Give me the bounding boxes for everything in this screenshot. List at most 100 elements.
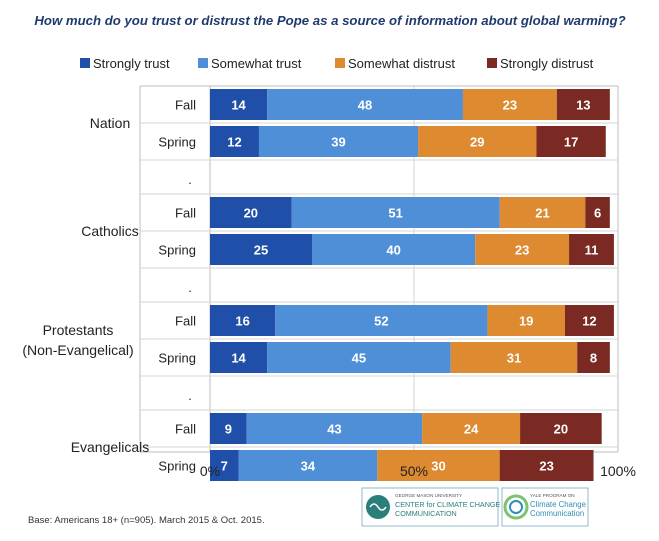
data-label: 12	[227, 135, 241, 150]
data-label: 17	[564, 135, 578, 150]
separator-dot: .	[188, 388, 192, 403]
legend-label: Strongly trust	[93, 56, 170, 71]
data-label: 31	[507, 351, 521, 366]
row-label-spring: Spring	[158, 135, 196, 150]
bar-segment	[564, 305, 614, 336]
data-label: 25	[254, 243, 268, 258]
bar-segment	[275, 305, 488, 336]
data-label: 20	[244, 206, 258, 221]
legend-swatch	[487, 58, 497, 68]
data-label: 23	[515, 243, 529, 258]
x-tick-label: 50%	[400, 463, 428, 479]
bar-segment	[312, 234, 476, 265]
bars: 14 48 23 13 12 39 29 17 20 51 21 6 25 40 23 11 16 52 19 12 1…	[210, 89, 614, 481]
x-axis: 0% 50% 100%	[200, 463, 636, 479]
logo-small-text: YALE PROGRAM ON	[530, 493, 575, 498]
logo-text-line: COMMUNICATION	[395, 509, 457, 518]
bar-segment	[267, 89, 463, 120]
data-label: 7	[221, 459, 228, 474]
data-label: 13	[576, 98, 590, 113]
bar-segment	[487, 305, 565, 336]
bar-segment	[291, 197, 500, 228]
data-label: 9	[225, 422, 232, 437]
data-label: 21	[535, 206, 549, 221]
legend-item-strongly-trust: Strongly trust	[80, 56, 170, 71]
data-label: 52	[374, 314, 388, 329]
data-label: 24	[464, 422, 479, 437]
data-label: 12	[582, 314, 596, 329]
bar-segment	[450, 342, 578, 373]
bar-segment	[238, 450, 378, 481]
row-label-fall: Fall	[175, 422, 196, 437]
bar-segment	[210, 450, 239, 481]
bar-segment	[210, 413, 247, 444]
bar-segment	[210, 342, 268, 373]
legend-swatch	[198, 58, 208, 68]
legend-item-somewhat-trust: Somewhat trust	[198, 56, 302, 71]
legend-label: Somewhat distrust	[348, 56, 455, 71]
legend-item-somewhat-distrust: Somewhat distrust	[335, 56, 455, 71]
bar-segment	[210, 197, 292, 228]
logos: GEORGE MASON UNIVERSITY CENTER for CLIMAT…	[361, 487, 589, 527]
group-label: Catholics	[81, 223, 139, 239]
data-label: 8	[590, 351, 597, 366]
row-label-spring: Spring	[158, 351, 196, 366]
separator-dot: .	[188, 172, 192, 187]
bar-segment	[462, 89, 557, 120]
data-label: 30	[431, 459, 445, 474]
data-label: 16	[235, 314, 249, 329]
x-tick-label: 100%	[600, 463, 636, 479]
data-label: 34	[301, 459, 316, 474]
logo-small-text: GEORGE MASON UNIVERSITY	[395, 493, 462, 498]
bar-segment	[422, 413, 521, 444]
bar-segment	[556, 89, 610, 120]
group-label: Evangelicals	[71, 439, 150, 455]
bar-segment	[475, 234, 570, 265]
bar-segment	[499, 197, 586, 228]
data-label: 6	[594, 206, 601, 221]
logo-text-line: CENTER for CLIMATE CHANGE	[395, 500, 501, 509]
logo-text-line: Climate Change	[530, 500, 586, 509]
bar-segment	[258, 126, 419, 157]
gmu-logo: GEORGE MASON UNIVERSITY CENTER for CLIMAT…	[361, 487, 501, 527]
yale-emblem-icon	[503, 494, 529, 520]
data-label: 29	[470, 135, 484, 150]
yale-logo: YALE PROGRAM ON Climate ChangeCommunicati…	[501, 487, 589, 527]
footnote: Base: Americans 18+ (n=905). March 2015 …	[28, 515, 265, 526]
legend-swatch	[80, 58, 90, 68]
legend-item-strongly-distrust: Strongly distrust	[487, 56, 594, 71]
bar-segment	[585, 197, 610, 228]
bar-segment	[499, 450, 594, 481]
logo-text-line: Communication	[530, 509, 584, 518]
row-label-spring: Spring	[158, 243, 196, 258]
bar-segment	[536, 126, 606, 157]
separator-dot: .	[188, 280, 192, 295]
wave-icon	[369, 503, 387, 511]
row-label-spring: Spring	[158, 459, 196, 474]
legend-swatch	[335, 58, 345, 68]
x-tick-label: 0%	[200, 463, 220, 479]
bar-segment	[246, 413, 423, 444]
bar-segment	[569, 234, 614, 265]
bar-segment	[418, 126, 537, 157]
row-label-fall: Fall	[175, 98, 196, 113]
row-label-fall: Fall	[175, 206, 196, 221]
data-label: 43	[327, 422, 341, 437]
bar-segment	[267, 342, 451, 373]
legend: Strongly trust Somewhat trust Somewhat dis…	[80, 56, 594, 71]
data-label: 19	[519, 314, 533, 329]
logo-frame	[501, 487, 589, 527]
bar-segment	[520, 413, 602, 444]
data-label: 40	[386, 243, 400, 258]
bar-segment	[210, 89, 268, 120]
data-label: 14	[231, 98, 246, 113]
data-label: 20	[554, 422, 568, 437]
bar-segment	[210, 126, 259, 157]
data-label: 14	[231, 351, 246, 366]
bar-segment	[210, 234, 312, 265]
data-label: 39	[331, 135, 345, 150]
bar-segment	[210, 305, 276, 336]
group-label-line: (Non-Evangelical)	[22, 342, 133, 358]
